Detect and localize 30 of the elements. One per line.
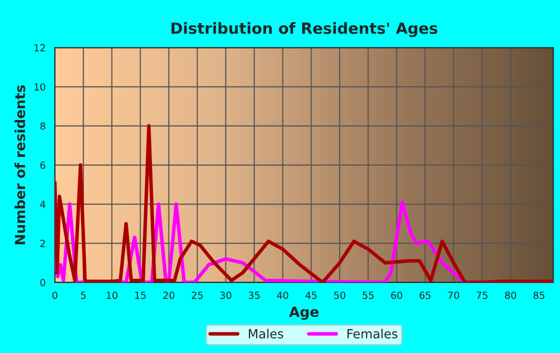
- x-axis-title: Age: [289, 306, 318, 320]
- x-tick-label: 45: [305, 292, 317, 299]
- x-tick-label: 35: [248, 292, 260, 299]
- chart-title: Distribution of Residents' Ages: [172, 22, 438, 38]
- x-tick-label: 50: [334, 292, 346, 299]
- x-tick-label: 20: [163, 292, 174, 299]
- x-tick-label: 10: [106, 292, 118, 299]
- legend-label: Females: [348, 328, 398, 338]
- x-tick-label: 75: [476, 292, 488, 299]
- x-tick-label: 25: [192, 292, 203, 299]
- x-tick-label: 70: [448, 292, 460, 299]
- x-tick-label: 85: [534, 292, 544, 299]
- y-tick-label: 12: [34, 44, 45, 52]
- x-tick-label: 60: [391, 292, 402, 299]
- y-tick-label: 10: [34, 83, 46, 91]
- x-tick-label: 0: [52, 292, 58, 299]
- x-tick-label: 65: [420, 292, 430, 299]
- x-tick-label: 40: [277, 292, 288, 299]
- y-tick-label: 0: [40, 278, 46, 286]
- y-tick-label: 6: [40, 162, 46, 169]
- y-tick-label: 4: [40, 200, 46, 208]
- y-tick-label: 8: [40, 122, 46, 130]
- y-axis-title: Number of residents: [14, 85, 26, 244]
- legend-label: Males: [248, 328, 284, 338]
- x-tick-label: 80: [505, 292, 516, 299]
- x-tick-label: 30: [220, 292, 232, 299]
- x-tick-label: 15: [135, 292, 146, 299]
- x-tick-label: 55: [362, 292, 374, 299]
- x-tick-label: 5: [81, 292, 86, 299]
- y-tick-label: 2: [40, 240, 45, 247]
